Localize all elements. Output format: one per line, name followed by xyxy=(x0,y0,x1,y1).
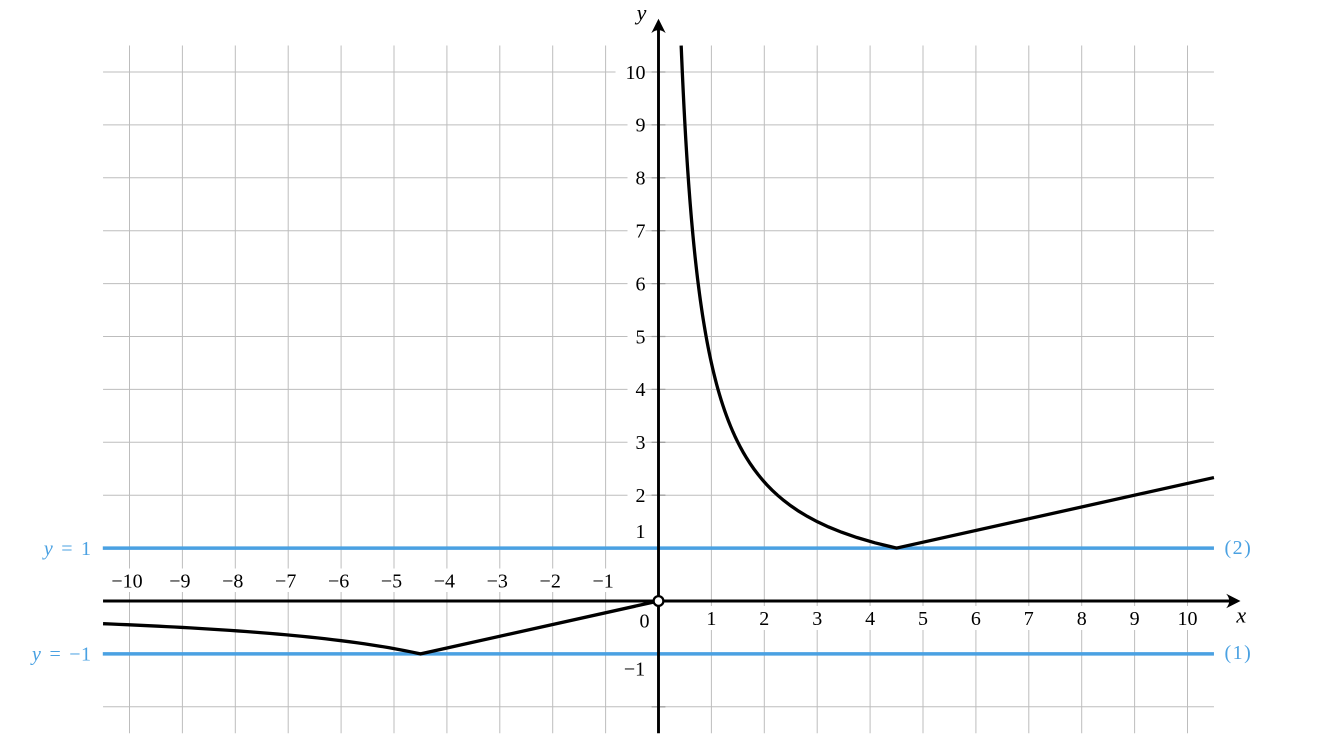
svg-text:−7: −7 xyxy=(275,570,296,592)
svg-text:3: 3 xyxy=(812,608,822,630)
svg-text:−4: −4 xyxy=(434,570,455,592)
svg-text:6: 6 xyxy=(636,273,646,295)
svg-text:−5: −5 xyxy=(381,570,402,592)
svg-text:y = 1: y = 1 xyxy=(42,538,92,560)
svg-text:10: 10 xyxy=(1178,608,1198,630)
svg-text:−1: −1 xyxy=(592,570,613,592)
svg-text:6: 6 xyxy=(971,608,981,630)
svg-text:y = −1: y = −1 xyxy=(30,644,91,666)
svg-text:8: 8 xyxy=(636,168,646,190)
svg-text:−10: −10 xyxy=(111,570,142,592)
svg-text:−8: −8 xyxy=(222,570,243,592)
svg-text:−2: −2 xyxy=(540,570,561,592)
svg-text:7: 7 xyxy=(1024,608,1034,630)
svg-text:2: 2 xyxy=(759,608,769,630)
svg-text:7: 7 xyxy=(636,221,646,243)
svg-text:x: x xyxy=(1235,602,1246,627)
svg-text:(2): (2) xyxy=(1225,537,1253,559)
svg-text:1: 1 xyxy=(636,521,646,543)
svg-text:10: 10 xyxy=(626,62,646,84)
svg-text:1: 1 xyxy=(706,608,716,630)
svg-text:3: 3 xyxy=(636,432,646,454)
svg-text:9: 9 xyxy=(636,115,646,137)
svg-text:(1): (1) xyxy=(1225,642,1253,664)
svg-text:9: 9 xyxy=(1130,608,1140,630)
svg-text:5: 5 xyxy=(636,326,646,348)
svg-text:0: 0 xyxy=(640,611,650,633)
svg-text:−9: −9 xyxy=(169,570,190,592)
svg-text:4: 4 xyxy=(865,608,875,630)
svg-text:4: 4 xyxy=(636,379,646,401)
svg-text:y: y xyxy=(635,0,647,25)
svg-text:−1: −1 xyxy=(624,658,645,680)
svg-text:2: 2 xyxy=(636,485,646,507)
svg-text:8: 8 xyxy=(1077,608,1087,630)
svg-text:−6: −6 xyxy=(328,570,349,592)
svg-text:−3: −3 xyxy=(487,570,508,592)
svg-text:5: 5 xyxy=(918,608,928,630)
